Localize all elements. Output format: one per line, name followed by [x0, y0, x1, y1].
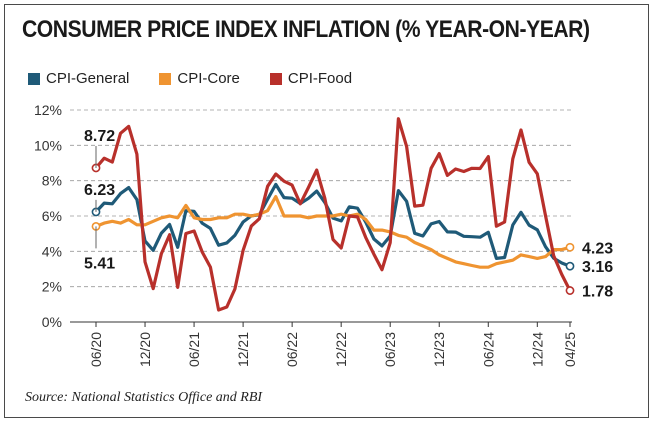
start-value-label-cpi-core: 5.41 [84, 255, 115, 272]
end-marker-cpi-food [565, 286, 575, 295]
legend-label-cpi-general: CPI-General [46, 70, 130, 87]
start-value-label-cpi-general: 6.23 [84, 182, 115, 199]
end-value-label-cpi-general: 3.16 [582, 259, 613, 276]
x-tick-label: 06/21 [186, 332, 202, 367]
source-note: Source: National Statistics Office and R… [25, 390, 263, 405]
legend-swatch-cpi-food [269, 72, 282, 85]
y-tick-label: 0% [42, 314, 62, 330]
end-value-label-cpi-core: 4.23 [582, 240, 613, 257]
end-marker-cpi-general [565, 261, 575, 271]
legend-item-cpi-general: CPI-General [28, 70, 129, 87]
series-line-cpi-food [94, 117, 572, 312]
start-value-label-cpi-food: 8.72 [84, 128, 115, 145]
legend-item-cpi-food: CPI-Food [269, 70, 353, 87]
end-value-label-cpi-food: 1.78 [582, 284, 613, 301]
y-tick-label: 2% [42, 279, 62, 295]
y-tick-label: 4% [42, 243, 62, 259]
x-tick-label: 06/20 [88, 332, 104, 367]
x-tick-label: 12/21 [235, 332, 251, 367]
x-tick-label: 12/24 [529, 332, 545, 367]
x-tick-label: 06/24 [480, 332, 496, 367]
series-line-cpi-core [94, 195, 572, 269]
end-marker-cpi-core [565, 242, 575, 252]
x-tick-label: 04/25 [562, 332, 578, 367]
x-tick-label: 06/22 [284, 332, 300, 367]
legend-swatch-cpi-general [28, 72, 40, 85]
x-tick-label: 12/23 [431, 332, 447, 367]
series-line-cpi-general [94, 182, 572, 268]
legend: CPI-General CPI-Core CPI-Food [28, 70, 352, 87]
x-tick-label: 12/22 [333, 332, 349, 367]
y-tick-label: 12% [34, 102, 62, 118]
x-tick-label: 12/20 [137, 332, 153, 367]
y-tick-label: 8% [42, 173, 62, 189]
x-tick-label: 06/23 [382, 332, 398, 367]
legend-label-cpi-core: CPI-Core [177, 70, 240, 87]
legend-label-cpi-food: CPI-Food [287, 70, 353, 87]
chart-title: CONSUMER PRICE INDEX INFLATION (% YEAR-O… [22, 16, 590, 43]
legend-swatch-cpi-core [159, 72, 172, 85]
y-tick-label: 6% [42, 208, 62, 224]
y-tick-label: 10% [34, 137, 62, 153]
legend-item-cpi-core: CPI-Core [159, 70, 240, 87]
